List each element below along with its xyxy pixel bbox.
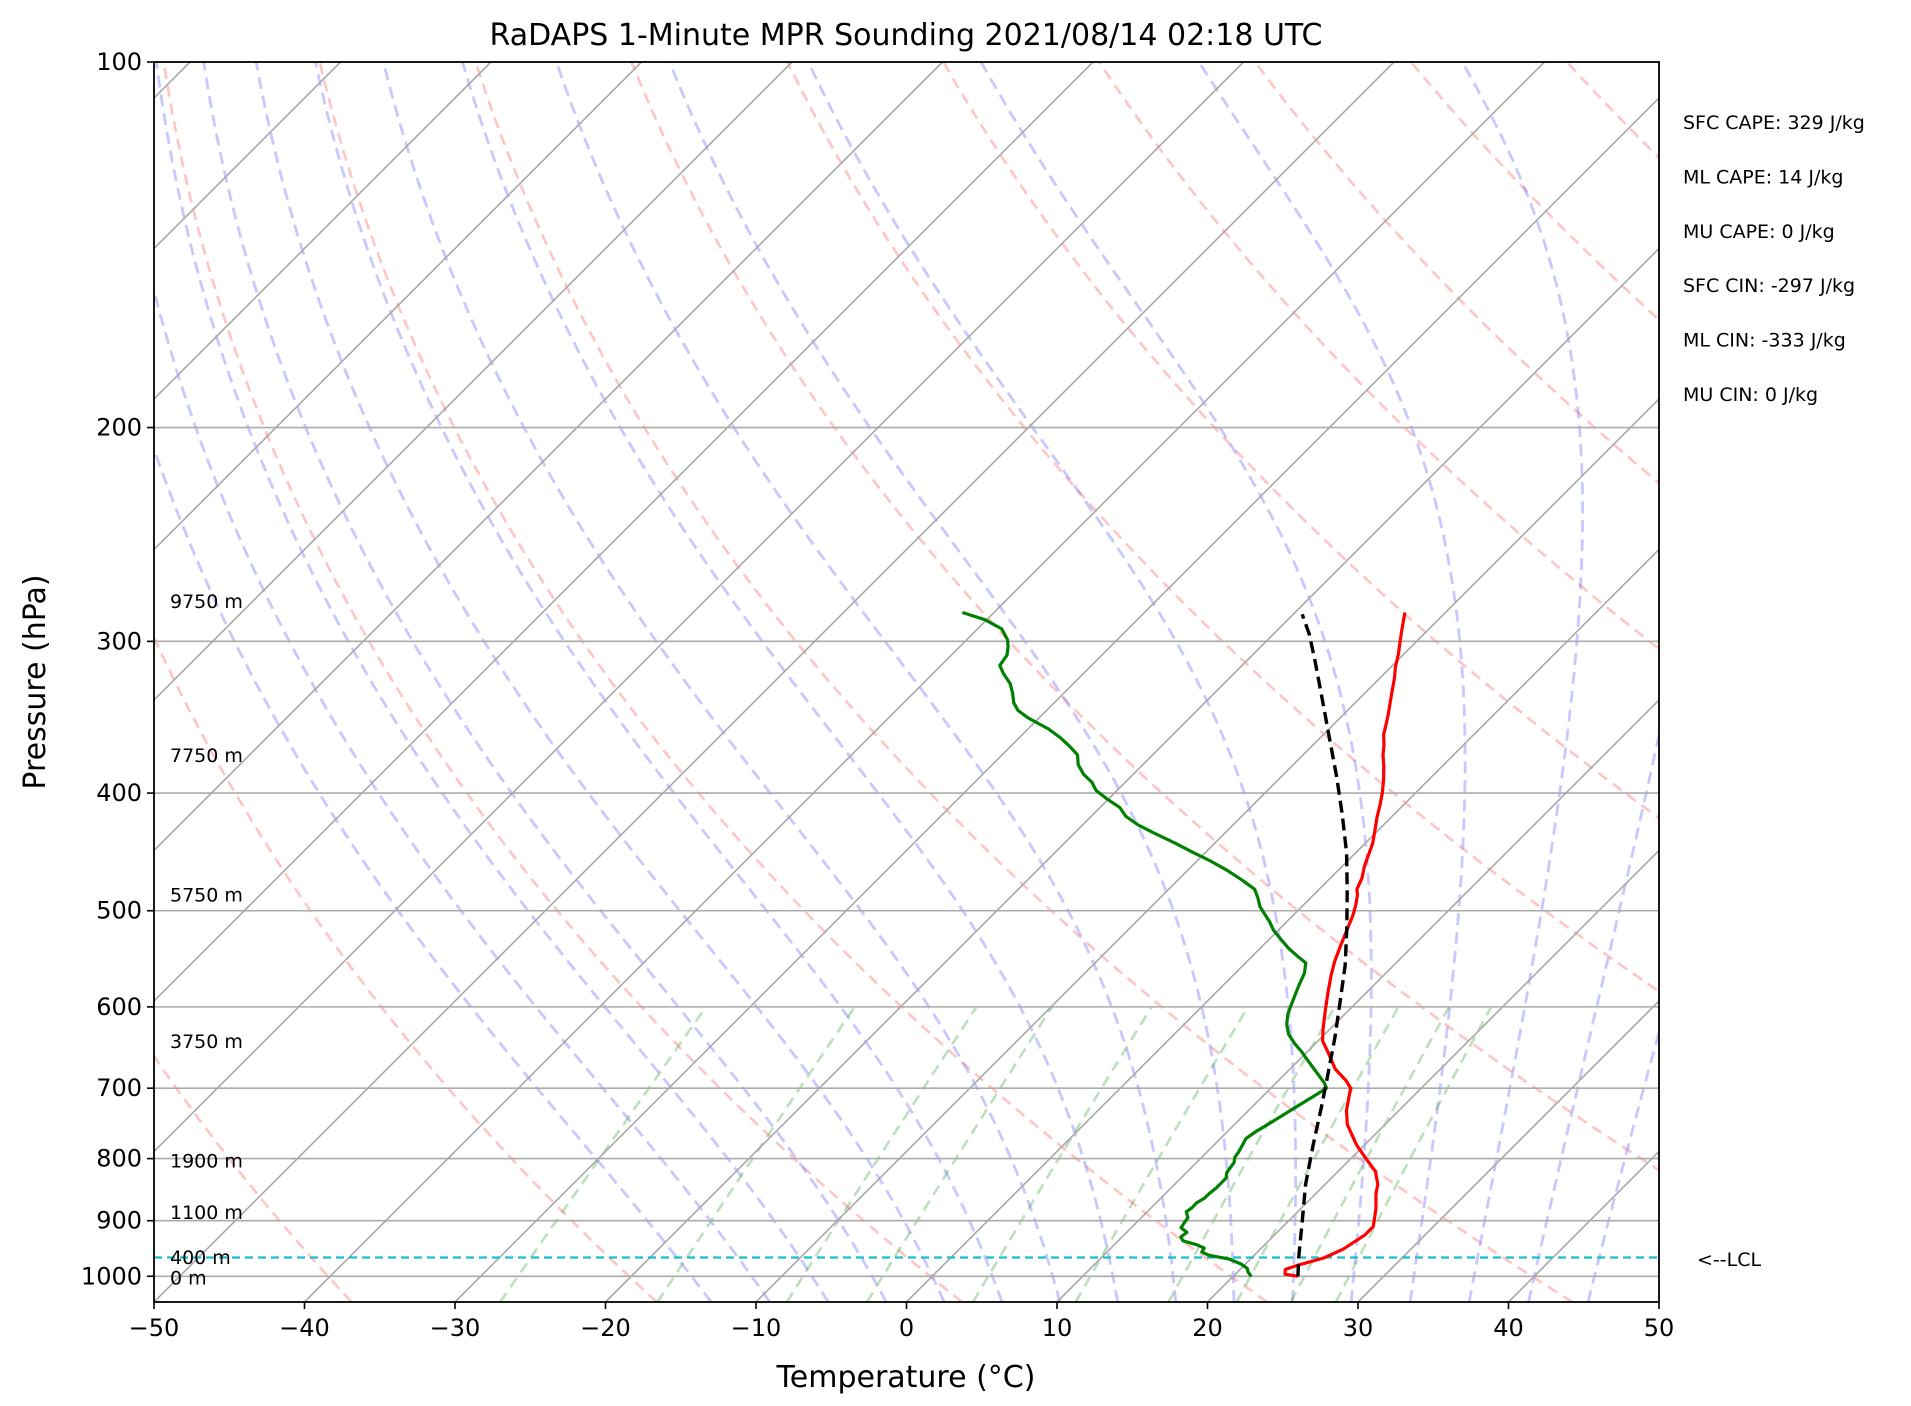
- dry-adiabat-line: [154, 634, 658, 1302]
- moist-adiabat-line: [668, 62, 1236, 1302]
- stat-line: ML CIN: -333 J/kg: [1683, 330, 1846, 352]
- isotherm-gridline: [154, 62, 1395, 1302]
- isotherm-gridline: [154, 62, 1245, 1153]
- isotherm-gridline: [1357, 999, 1659, 1302]
- isotherm-gridline: [1206, 849, 1659, 1302]
- y-tick-label: 900: [96, 1207, 142, 1235]
- x-axis-label: Temperature (°C): [776, 1360, 1036, 1395]
- moist-adiabat-line: [154, 284, 771, 1302]
- x-tick-label: −40: [279, 1314, 330, 1342]
- parcel-stats: SFC CAPE: 329 J/kg ML CAPE: 14 J/kg MU CAP…: [1683, 112, 1865, 406]
- x-tick-label: 10: [1042, 1314, 1073, 1342]
- stat-line: SFC CAPE: 329 J/kg: [1683, 112, 1865, 134]
- moist-adiabat-line: [806, 62, 1297, 1302]
- isotherm-gridline: [1056, 698, 1659, 1302]
- height-label: 3750 m: [170, 1031, 243, 1053]
- height-label: 1900 m: [170, 1151, 243, 1173]
- height-label: 400 m: [170, 1247, 231, 1269]
- parcel-profile: [1296, 613, 1349, 1277]
- dry-adiabat-line: [474, 62, 1574, 1302]
- mixing-ratio-line: [1167, 1006, 1336, 1302]
- dry-adiabat-line: [154, 1053, 353, 1302]
- isotherm-gridline: [154, 62, 1094, 1003]
- isotherm-gridline: [303, 62, 1546, 1302]
- stat-line: MU CAPE: 0 J/kg: [1683, 221, 1835, 243]
- y-tick-label: 400: [96, 779, 142, 807]
- x-tick-label: 20: [1192, 1314, 1223, 1342]
- isotherm-gridline: [154, 62, 944, 852]
- moist-adiabat-line: [1527, 728, 1659, 1302]
- height-label: 0 m: [170, 1267, 207, 1289]
- moist-adiabat-line: [202, 62, 888, 1302]
- y-tick-label: 1000: [81, 1262, 142, 1290]
- y-tick-label: 700: [96, 1074, 142, 1102]
- mixing-ratio-line: [865, 1006, 1053, 1302]
- moist-adiabat-line: [979, 62, 1373, 1302]
- y-tick-label: 500: [96, 897, 142, 925]
- axis-ticks: −50 −40 −30 −20 −10 0 10 20 30 40 50 100 200 300 400 50…: [81, 48, 1674, 1342]
- moist-adiabat-line: [314, 62, 1004, 1302]
- dewpoint-profile: [961, 610, 1329, 1278]
- height-label: 5750 m: [170, 885, 243, 907]
- x-tick-label: −50: [129, 1314, 180, 1342]
- height-labels: 9750 m 7750 m 5750 m 3750 m 1900 m 1100 m 400 …: [170, 591, 243, 1289]
- moist-adiabat-line: [155, 62, 830, 1302]
- y-axis-label: Pressure (hPa): [18, 574, 53, 789]
- y-tick-label: 100: [96, 48, 142, 76]
- isotherm-gridline: [755, 397, 1659, 1302]
- moist-adiabat-line: [555, 62, 1178, 1302]
- mixing-ratio-line: [971, 1006, 1153, 1302]
- moist-adiabat-line: [1461, 62, 1585, 1302]
- mixing-ratio-line: [1334, 1006, 1493, 1302]
- profile-lines: [154, 610, 1659, 1278]
- isotherm-gridline: [154, 62, 643, 551]
- isotherm-gridline: [154, 62, 793, 702]
- x-tick-label: 40: [1493, 1314, 1524, 1342]
- mixing-ratio-line: [1235, 1006, 1400, 1302]
- y-tick-label: 800: [96, 1145, 142, 1173]
- x-tick-label: 30: [1343, 1314, 1374, 1342]
- height-label: 9750 m: [170, 591, 243, 613]
- y-tick-label: 300: [96, 627, 142, 655]
- moist-adiabat-line: [1197, 62, 1467, 1302]
- moist-adiabat-line: [254, 62, 946, 1302]
- dry-adiabat-line: [630, 62, 1659, 1172]
- isotherm-gridline: [604, 247, 1659, 1302]
- moist-adiabat-line: [154, 444, 713, 1302]
- x-tick-label: −10: [731, 1314, 782, 1342]
- chart-title: RaDAPS 1-Minute MPR Sounding 2021/08/14 …: [490, 18, 1323, 53]
- dry-adiabat-line: [162, 62, 963, 1302]
- height-label: 1100 m: [170, 1202, 243, 1224]
- dry-adiabat-line: [318, 62, 1268, 1302]
- height-label: 7750 m: [170, 745, 243, 767]
- mixing-ratio-line: [656, 1006, 856, 1302]
- stat-line: ML CAPE: 14 J/kg: [1683, 166, 1843, 188]
- stat-line: MU CIN: 0 J/kg: [1683, 384, 1818, 406]
- x-tick-label: −20: [580, 1314, 631, 1342]
- y-tick-label: 600: [96, 993, 142, 1021]
- moist-adiabat-line: [461, 62, 1120, 1302]
- dry-adiabat-line: [1098, 62, 1659, 651]
- mixing-ratio-line: [785, 1006, 978, 1302]
- isotherm-gridline: [454, 96, 1659, 1302]
- stat-line: SFC CIN: -297 J/kg: [1683, 275, 1855, 297]
- temperature-profile: [1283, 612, 1407, 1278]
- isotherm-gridline: [154, 62, 492, 401]
- x-tick-label: 0: [899, 1314, 914, 1342]
- y-tick-label: 200: [96, 414, 142, 442]
- moist-adiabat-line: [381, 62, 1062, 1302]
- background-lines: [154, 62, 1659, 1302]
- isotherm-gridline: [905, 548, 1659, 1302]
- x-tick-label: −30: [430, 1314, 481, 1342]
- mixing-ratio-line: [499, 1006, 708, 1302]
- mixing-ratio-line: [1074, 1006, 1250, 1302]
- dry-adiabat-line: [786, 62, 1659, 993]
- x-tick-label: 50: [1644, 1314, 1675, 1342]
- lcl-label: <--LCL: [1697, 1249, 1761, 1271]
